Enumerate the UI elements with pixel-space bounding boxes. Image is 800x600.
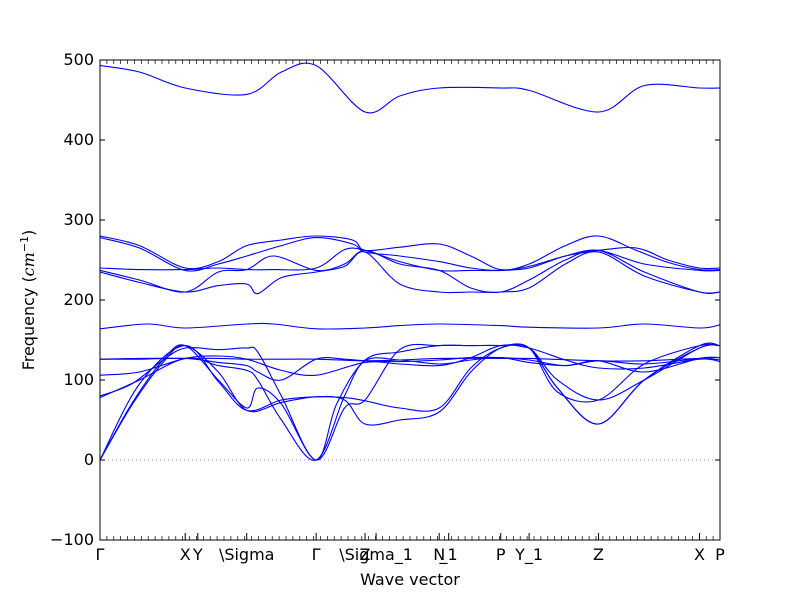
x-tick-label: Z <box>593 545 604 564</box>
branch-14 <box>100 343 720 461</box>
x-tick-label: Y_1 <box>514 545 543 565</box>
x-tick-label: P <box>715 545 725 564</box>
x-tick-label: Γ <box>96 545 105 564</box>
y-tick-label: −100 <box>50 530 94 549</box>
x-tick-label: X <box>694 545 705 564</box>
branch-8 <box>100 357 720 362</box>
x-tick-label: X <box>180 545 191 564</box>
x-tick-label: \Sigma <box>219 545 275 564</box>
x-axis-label: Wave vector <box>360 570 460 589</box>
x-tick-label: \Sigma_1 <box>339 545 413 565</box>
x-tick-label: _1 <box>439 545 458 565</box>
branch-7 <box>100 322 720 330</box>
x-axis-ticks: Γ X Y \Sigma Γ Z\Sigma_1 N_1 P Y_1 Z X P <box>96 60 725 565</box>
y-axis-label-close: ) <box>19 230 38 236</box>
phonon-branches <box>100 62 720 461</box>
branch-15 <box>100 344 720 461</box>
branch-12 <box>100 343 720 461</box>
y-tick-label: 200 <box>63 290 94 309</box>
y-tick-label: 500 <box>63 50 94 69</box>
branch-2 <box>100 235 720 271</box>
x-tick-label: Γ <box>312 545 321 564</box>
branch-3 <box>100 237 720 272</box>
y-axis-label-exponent: −1 <box>18 236 31 252</box>
y-axis-label-unit: cm <box>19 252 38 276</box>
y-tick-label: 400 <box>63 130 94 149</box>
x-tick-label: P <box>496 545 506 564</box>
branch-9 <box>100 344 720 377</box>
x-tick-label: Y <box>192 545 203 564</box>
y-tick-label: 300 <box>63 210 94 229</box>
x-tick-label: Z <box>360 545 371 564</box>
y-tick-label: 0 <box>84 450 94 469</box>
y-axis-label: Frequency (cm−1) <box>18 230 38 371</box>
branch-11 <box>100 356 720 461</box>
y-axis-ticks: −100 0 100 200 300 400 500 <box>50 50 720 549</box>
branch-1 <box>100 62 720 114</box>
y-axis-label-main: Frequency ( <box>19 276 38 370</box>
branch-5 <box>100 249 720 295</box>
branch-6 <box>100 251 720 295</box>
x-tick-label: N <box>433 545 445 564</box>
y-tick-label: 100 <box>63 370 94 389</box>
